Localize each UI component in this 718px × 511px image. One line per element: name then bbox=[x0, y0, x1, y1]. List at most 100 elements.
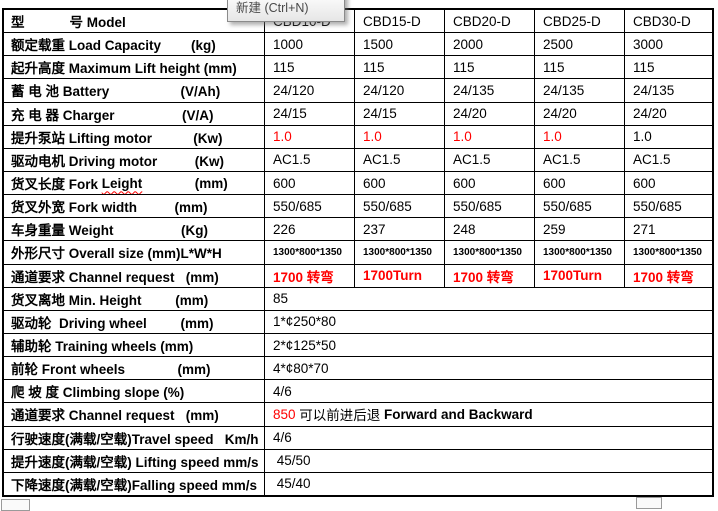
value-cell-span[interactable]: 2*¢125*50 bbox=[265, 334, 712, 356]
row-label-cell[interactable]: 前轮 Front wheels (mm) bbox=[4, 357, 265, 380]
value-cell[interactable]: 2500 bbox=[535, 33, 625, 56]
row-label-cell[interactable]: 辅助轮 Training wheels (mm) bbox=[4, 333, 265, 357]
value-cell[interactable]: 24/20 bbox=[625, 103, 712, 125]
value-cell[interactable]: 115 bbox=[265, 56, 355, 79]
value-cell[interactable]: 2000 bbox=[445, 33, 535, 56]
cell-text: 550/685 bbox=[453, 198, 502, 214]
row-label-cell[interactable]: 通道要求 Channel request (mm) bbox=[4, 403, 265, 426]
value-cell[interactable]: 1300*800*1350 bbox=[625, 241, 712, 263]
row-label-cell[interactable]: 提升速度(满载/空载) Lifting speed mm/s bbox=[4, 449, 265, 472]
cell-text: 1*¢250*80 bbox=[273, 314, 337, 330]
value-cell[interactable]: 1700Turn bbox=[355, 264, 445, 287]
cell-text: 24/135 bbox=[633, 82, 675, 98]
value-cell[interactable]: 1300*800*1350 bbox=[265, 241, 355, 264]
value-cell[interactable]: 24/15 bbox=[265, 102, 355, 125]
value-cell-span[interactable]: 4/6 bbox=[265, 427, 712, 449]
value-cell[interactable]: 24/20 bbox=[445, 102, 535, 125]
cell-text: (mm) bbox=[142, 175, 228, 191]
row-label-cell[interactable]: 行驶速度(满载/空载)Travel speed Km/h bbox=[4, 426, 265, 449]
row-label-cell[interactable]: 充 电 器 Charger (V/A) bbox=[4, 102, 265, 125]
value-cell[interactable]: 600 bbox=[445, 171, 535, 195]
row-label-cell[interactable]: 下降速度(满载/空载)Falling speed mm/s bbox=[4, 472, 265, 495]
value-cell[interactable]: 1000 bbox=[265, 33, 355, 56]
value-cell[interactable]: 1500 bbox=[355, 33, 445, 56]
value-cell[interactable]: 550/685 bbox=[535, 195, 625, 218]
cell-text: 1300*800*1350 bbox=[363, 246, 432, 258]
cell-text: AC1.5 bbox=[363, 152, 401, 168]
value-cell[interactable]: 115 bbox=[625, 56, 712, 78]
value-cell[interactable]: AC1.5 bbox=[265, 148, 355, 171]
value-cell[interactable]: 1700Turn bbox=[535, 264, 625, 287]
row-label-cell[interactable]: 货叉长度 Fork Leight (mm) bbox=[4, 171, 265, 195]
row-label-cell[interactable]: 额定载重 Load Capacity (kg) bbox=[4, 33, 265, 56]
row-label-cell[interactable]: 货叉外宽 Fork width (mm) bbox=[4, 195, 265, 218]
value-cell[interactable]: 1.0 bbox=[265, 125, 355, 148]
cell-text: 可以前进后退 bbox=[299, 408, 385, 424]
value-cell[interactable]: 237 bbox=[355, 218, 445, 241]
value-cell[interactable]: 550/685 bbox=[445, 195, 535, 218]
value-cell[interactable]: 248 bbox=[445, 218, 535, 241]
value-cell[interactable]: 24/20 bbox=[535, 102, 625, 125]
cell-text: 蓄 电 池 Battery (V/Ah) bbox=[11, 84, 221, 100]
value-cell-span[interactable]: 850 可以前进后退 Forward and Backward bbox=[265, 403, 712, 425]
row-label-cell[interactable]: 型 号 Model bbox=[4, 10, 265, 33]
value-cell[interactable]: 1700 转弯 bbox=[265, 264, 355, 287]
value-cell[interactable]: 550/685 bbox=[355, 195, 445, 218]
value-cell[interactable]: 1.0 bbox=[535, 125, 625, 148]
value-cell[interactable]: 1.0 bbox=[625, 126, 712, 148]
value-cell[interactable]: AC1.5 bbox=[355, 148, 445, 171]
cell-text: 600 bbox=[453, 175, 476, 191]
value-cell-span[interactable]: 1*¢250*80 bbox=[265, 311, 712, 333]
row-label-cell[interactable]: 车身重量 Weight (Kg) bbox=[4, 218, 265, 241]
value-cell[interactable]: 1.0 bbox=[355, 125, 445, 148]
value-cell[interactable]: 24/135 bbox=[625, 79, 712, 101]
row-label-cell[interactable]: 驱动电机 Driving motor (Kw) bbox=[4, 148, 265, 171]
row-label-cell[interactable]: 蓄 电 池 Battery (V/Ah) bbox=[4, 79, 265, 102]
value-cell[interactable]: 226 bbox=[265, 218, 355, 241]
row-label-cell[interactable]: 起升高度 Maximum Lift height (mm) bbox=[4, 56, 265, 79]
value-cell[interactable]: 1300*800*1350 bbox=[535, 241, 625, 264]
value-cell[interactable]: 24/120 bbox=[355, 79, 445, 102]
value-cell[interactable]: 550/685 bbox=[625, 195, 712, 217]
value-cell[interactable]: 600 bbox=[355, 171, 445, 195]
value-cell-span[interactable]: 45/50 bbox=[265, 450, 712, 472]
value-cell[interactable]: 550/685 bbox=[265, 195, 355, 218]
value-cell[interactable]: 259 bbox=[535, 218, 625, 241]
value-cell[interactable]: AC1.5 bbox=[445, 148, 535, 171]
value-cell-span[interactable]: 4/6 bbox=[265, 380, 712, 402]
row-label-cell[interactable]: 爬 坡 度 Climbing slope (%) bbox=[4, 380, 265, 403]
cell-text: 115 bbox=[363, 59, 385, 75]
value-cell[interactable]: 115 bbox=[355, 56, 445, 79]
value-cell[interactable]: 3000 bbox=[625, 33, 712, 55]
value-cell[interactable]: AC1.5 bbox=[625, 149, 712, 171]
row-label-cell[interactable]: 外形尺寸 Overall size (mm)L*W*H bbox=[4, 241, 265, 264]
value-cell[interactable]: 600 bbox=[535, 171, 625, 195]
value-cell-span[interactable]: 85 bbox=[265, 288, 712, 310]
value-cell[interactable]: 115 bbox=[445, 56, 535, 79]
value-cell[interactable]: 1.0 bbox=[445, 125, 535, 148]
row-label-cell[interactable]: 货叉离地 Min. Height (mm) bbox=[4, 287, 265, 310]
value-cell[interactable]: 24/15 bbox=[355, 102, 445, 125]
value-cell[interactable]: CBD25-D bbox=[535, 10, 625, 33]
row-label-cell[interactable]: 驱动轮 Driving wheel (mm) bbox=[4, 310, 265, 333]
value-cell[interactable]: 1300*800*1350 bbox=[355, 241, 445, 264]
value-cell-span[interactable]: 45/40 bbox=[265, 473, 712, 495]
value-cell[interactable]: CBD20-D bbox=[445, 10, 535, 33]
value-cell[interactable]: 271 bbox=[625, 218, 712, 240]
value-cell[interactable]: 600 bbox=[265, 171, 355, 195]
value-cell[interactable]: 1700 转弯 bbox=[625, 265, 712, 287]
row-label-cell[interactable]: 通道要求 Channel request (mm) bbox=[4, 264, 265, 287]
value-cell[interactable]: CBD15-D bbox=[355, 10, 445, 33]
value-cell[interactable]: AC1.5 bbox=[535, 148, 625, 171]
value-cell[interactable]: 1700 转弯 bbox=[445, 264, 535, 287]
row-label-cell[interactable]: 提升泵站 Lifting motor (Kw) bbox=[4, 125, 265, 148]
cell-text: 237 bbox=[363, 221, 386, 237]
value-cell[interactable]: 24/135 bbox=[535, 79, 625, 102]
value-cell[interactable]: 1300*800*1350 bbox=[445, 241, 535, 264]
value-cell[interactable]: 600 bbox=[625, 172, 712, 194]
value-cell[interactable]: CBD30-D bbox=[625, 10, 712, 32]
value-cell[interactable]: 24/135 bbox=[445, 79, 535, 102]
value-cell-span[interactable]: 4*¢80*70 bbox=[265, 357, 712, 379]
value-cell[interactable]: 115 bbox=[535, 56, 625, 79]
value-cell[interactable]: 24/120 bbox=[265, 79, 355, 102]
